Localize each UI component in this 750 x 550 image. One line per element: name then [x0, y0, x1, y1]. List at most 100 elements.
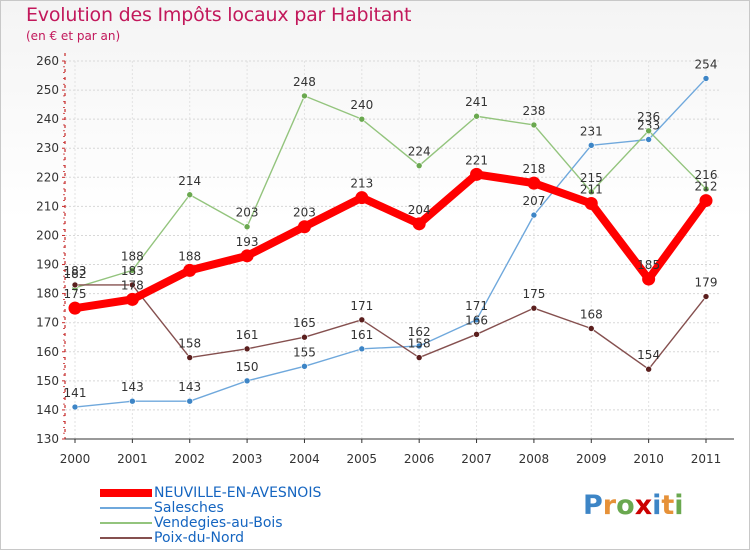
legend-swatch — [100, 488, 152, 497]
data-label: 155 — [293, 345, 316, 359]
data-point — [240, 249, 254, 263]
x-tick-label: 2000 — [60, 452, 91, 466]
data-label: 166 — [465, 313, 488, 327]
legend-label: NEUVILLE-EN-AVESNOIS — [154, 484, 322, 501]
logo-letter: t — [661, 490, 675, 521]
data-point — [243, 377, 251, 385]
legend-swatch — [100, 506, 152, 509]
legend-swatch — [100, 536, 152, 539]
logo-letter: o — [616, 490, 635, 521]
x-tick-label: 2006 — [404, 452, 435, 466]
y-tick-label: 180 — [36, 287, 59, 301]
data-label: 221 — [465, 153, 488, 167]
y-tick-label: 200 — [36, 228, 59, 242]
x-tick-label: 2009 — [576, 452, 607, 466]
data-point — [530, 304, 538, 312]
data-label: 182 — [64, 267, 87, 281]
series-line — [74, 170, 710, 313]
data-point — [415, 354, 423, 361]
y-tick-label: 250 — [36, 83, 59, 97]
data-point — [645, 127, 652, 135]
data-label: 212 — [695, 180, 718, 194]
data-label: 178 — [121, 278, 144, 292]
data-label: 143 — [121, 380, 144, 394]
data-label: 161 — [350, 328, 373, 342]
data-point — [642, 272, 656, 286]
data-point — [243, 223, 251, 231]
data-label: 171 — [350, 299, 373, 313]
data-point — [358, 316, 366, 324]
data-point — [587, 325, 595, 332]
data-label: 188 — [121, 249, 144, 263]
data-label: 224 — [408, 145, 431, 159]
data-point — [186, 397, 194, 405]
data-label: 238 — [522, 104, 545, 118]
data-label: 188 — [178, 249, 201, 263]
x-tick-label: 2005 — [347, 452, 378, 466]
data-label: 168 — [580, 308, 603, 322]
data-label: 179 — [695, 276, 718, 290]
data-label: 218 — [522, 162, 545, 176]
data-point — [530, 121, 538, 129]
legend-label: Salesches — [154, 499, 224, 516]
series-line — [74, 95, 707, 289]
data-point — [358, 345, 366, 353]
data-point — [186, 354, 194, 361]
data-label: 175 — [522, 287, 545, 301]
data-label: 204 — [408, 203, 431, 217]
data-point — [129, 397, 136, 405]
x-tick-label: 2001 — [117, 452, 148, 466]
y-tick-label: 210 — [36, 199, 59, 213]
data-label: 150 — [236, 360, 259, 374]
series-line — [75, 284, 707, 370]
series-line — [74, 77, 707, 408]
data-point — [699, 194, 713, 208]
data-point — [645, 136, 652, 143]
y-tick-label: 170 — [36, 316, 59, 330]
data-point — [71, 403, 79, 411]
y-tick-label: 230 — [36, 141, 59, 155]
data-label: 216 — [695, 168, 718, 182]
data-point — [412, 217, 426, 231]
data-point — [243, 345, 251, 353]
legend: NEUVILLE-EN-AVESNOIS Salesches Vendegies-a… — [100, 484, 322, 546]
data-point — [358, 115, 366, 123]
legend-item: Salesches — [100, 499, 321, 516]
data-label: 162 — [408, 325, 431, 339]
data-point — [301, 363, 308, 370]
x-tick-label: 2008 — [519, 452, 550, 466]
data-label: 236 — [637, 110, 660, 124]
legend-label: Poix-du-Nord — [154, 529, 244, 546]
y-tick-label: 220 — [36, 170, 59, 184]
proxiti-logo: Proxiti — [583, 490, 684, 521]
data-label: 175 — [64, 287, 87, 301]
data-point — [301, 92, 308, 100]
logo-letter: r — [602, 490, 617, 521]
data-point — [129, 281, 136, 289]
y-tick-label: 260 — [36, 54, 59, 68]
data-point — [125, 292, 139, 306]
y-tick-label: 190 — [36, 258, 59, 272]
y-tick-label: 140 — [36, 403, 59, 417]
data-label: 203 — [293, 206, 316, 220]
data-point — [645, 365, 652, 373]
data-point — [355, 191, 369, 205]
data-point — [527, 176, 541, 190]
data-point — [68, 301, 82, 315]
data-point — [702, 185, 710, 193]
x-tick-label: 2010 — [633, 452, 664, 466]
data-point — [473, 331, 480, 338]
x-tick-label: 2002 — [174, 452, 205, 466]
x-tick-label: 2011 — [691, 452, 722, 466]
legend-item: NEUVILLE-EN-AVESNOIS — [100, 484, 322, 501]
x-tick-label: 2003 — [232, 452, 263, 466]
legend-item: Vendegies-au-Bois — [100, 515, 321, 531]
data-point — [415, 342, 423, 350]
data-label: 231 — [580, 124, 603, 138]
data-label: 254 — [695, 57, 718, 71]
data-label: 241 — [465, 95, 488, 109]
data-point — [183, 263, 197, 277]
data-label: 213 — [350, 177, 373, 191]
